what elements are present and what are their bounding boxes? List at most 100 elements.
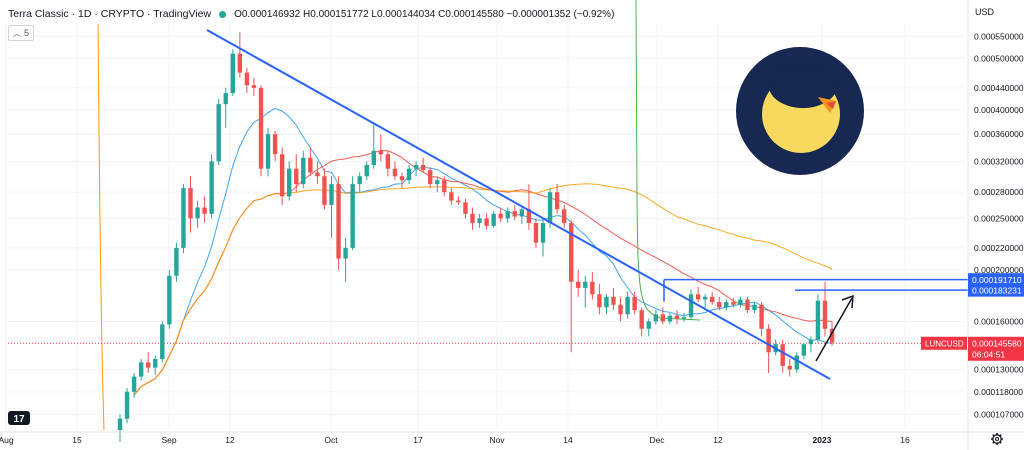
candle-body — [272, 134, 278, 155]
gear-icon[interactable] — [991, 433, 1003, 445]
candle-body — [653, 314, 658, 322]
candle-body — [308, 157, 313, 173]
indicator-lines — [8, 0, 965, 431]
candle-body — [230, 53, 235, 94]
candle-body — [399, 176, 405, 181]
chevron-up-icon: ︿ — [13, 28, 21, 38]
ohlc-values: O0.000146932 H0.000151772 L0.000144034 C… — [234, 8, 615, 20]
candle-body — [265, 134, 271, 169]
candle-body — [315, 172, 320, 177]
y-axis-label: 0.000360000 — [974, 129, 1024, 139]
candle-body — [279, 154, 285, 197]
candle-body — [287, 168, 292, 197]
y-axis-label: 0.000160000 — [974, 316, 1024, 326]
x-axis-label: 15 — [72, 435, 82, 445]
candle-body — [124, 391, 130, 419]
candle-body — [590, 281, 595, 295]
projection-arrow — [815, 297, 853, 362]
candle-body — [449, 192, 454, 201]
candle-body — [829, 328, 835, 343]
candle-body — [357, 176, 362, 185]
candle-body — [745, 299, 750, 311]
candle-body — [491, 213, 496, 226]
candle-body — [808, 339, 814, 345]
candle-body — [569, 223, 574, 282]
candle-body — [766, 328, 771, 353]
candle-body — [688, 294, 694, 318]
candle-body — [216, 104, 221, 162]
candle-body — [717, 302, 722, 308]
tradingview-logo-icon[interactable]: 17 — [8, 408, 30, 426]
candle-body — [639, 310, 644, 329]
candle-body — [801, 344, 807, 356]
candle-body — [618, 304, 623, 315]
gear-ring — [992, 434, 1002, 444]
candle-body — [343, 247, 348, 259]
candle-body — [667, 315, 673, 322]
candle-body — [463, 202, 468, 214]
ma-long-line — [133, 183, 833, 396]
candle-body — [519, 209, 525, 217]
ma-short-line — [133, 107, 833, 396]
x-axis-label: 12 — [225, 435, 235, 445]
current-price-value: 0.000145580 — [972, 338, 1022, 348]
y-axis-label: 0.000400000 — [974, 105, 1024, 115]
drawings — [206, 29, 968, 380]
y-axis-label: 0.000250000 — [974, 213, 1024, 223]
candle-body — [167, 275, 172, 325]
price-tag-label: 0.000183231 — [972, 285, 1022, 295]
y-axis-label: 0.000320000 — [974, 156, 1024, 166]
candle-body — [350, 184, 355, 248]
candle-body — [364, 164, 369, 177]
candle-body — [632, 296, 637, 311]
candle-body — [181, 188, 186, 248]
arrow-head-icon — [841, 294, 854, 309]
indicator-count: 5 — [24, 28, 30, 38]
candle-body — [526, 209, 532, 224]
symbol-title[interactable]: Terra Classic · 1D · CRYPTO · TradingVie… — [8, 8, 212, 20]
candle-body — [540, 223, 546, 243]
candle-body — [406, 168, 412, 181]
candle-body — [428, 170, 433, 185]
candle-body — [561, 209, 567, 224]
candle-body — [174, 247, 179, 276]
candle-body — [759, 304, 764, 329]
candle-body — [456, 200, 461, 203]
candle-body — [244, 72, 250, 86]
candle-body — [378, 150, 384, 155]
y-axis-label: 0.000200000 — [974, 265, 1024, 275]
candle-body — [597, 294, 602, 308]
candle-body — [131, 376, 137, 392]
candle-body — [237, 53, 243, 73]
logo-shadow — [769, 64, 837, 108]
candle-body — [710, 296, 715, 303]
candle-body — [498, 213, 503, 219]
candle-body — [554, 192, 560, 210]
candle-body — [322, 176, 327, 205]
candle-body — [188, 188, 193, 219]
candle-body — [160, 324, 165, 359]
gear-tooth — [992, 441, 995, 444]
candle-body — [413, 164, 419, 169]
gear-tooth — [999, 441, 1002, 444]
candle-body — [209, 161, 214, 214]
candle-body — [724, 302, 729, 308]
candle-body — [329, 184, 334, 205]
candle-body — [202, 207, 207, 214]
descending-trendline — [206, 29, 831, 380]
candle-body — [738, 299, 743, 305]
candle-body — [392, 168, 398, 177]
y-axis-label: 0.000500000 — [974, 53, 1024, 63]
candle-body — [301, 157, 306, 185]
x-axis-label: 16 — [900, 435, 910, 445]
y-axis-label: 0.000280000 — [974, 187, 1024, 197]
x-axis-label: Nov — [489, 435, 505, 445]
currency-label[interactable]: USD — [974, 7, 994, 17]
x-axis-label: Dec — [649, 435, 665, 445]
countdown-label: 06:04:51 — [972, 349, 1005, 359]
indicators-toggle[interactable]: ︿ 5 — [8, 25, 35, 41]
green-indicator-line — [635, 0, 701, 321]
candle-body — [625, 296, 630, 315]
